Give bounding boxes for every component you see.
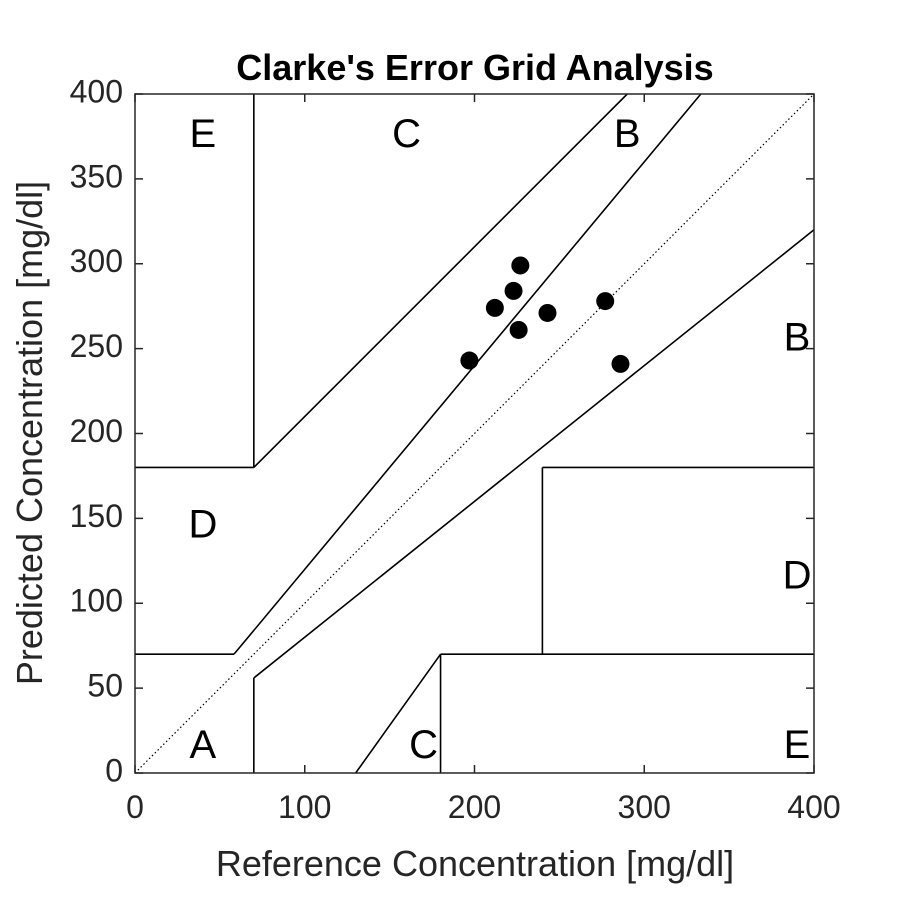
zone-label-e: E: [190, 112, 217, 156]
y-tick-label: 250: [70, 328, 123, 364]
data-point: [509, 320, 528, 339]
y-tick-label: 50: [87, 668, 123, 704]
zone-label-c: C: [409, 723, 438, 767]
zone-label-c: C: [392, 112, 421, 156]
axis-ticks: 0 100 200 300 400 0 50 100 150 200 250 300 350 400: [70, 73, 841, 825]
y-axis-label: Predicted Concentration [mg/dl]: [9, 181, 50, 685]
zone-boundary-line: [355, 653, 442, 774]
x-axis-label: Reference Concentration [mg/dl]: [216, 843, 734, 884]
zone-label-b: B: [784, 316, 811, 360]
zone-boundary-line: [253, 93, 628, 469]
data-point: [538, 303, 557, 322]
identity-diagonal-line: [134, 93, 815, 774]
data-point: [485, 298, 504, 317]
y-tick-label: 400: [70, 73, 123, 109]
y-tick-label: 200: [70, 413, 123, 449]
chart-title: Clarke's Error Grid Analysis: [236, 47, 713, 88]
zone-label-b: B: [614, 112, 641, 156]
x-tick-label: 400: [787, 789, 840, 825]
data-point: [460, 351, 479, 370]
x-tick-label: 200: [448, 789, 501, 825]
zone-boundary-line: [233, 629, 255, 655]
zone-boundaries: [134, 93, 815, 774]
data-points: [460, 256, 630, 373]
zone-label-e: E: [784, 723, 811, 767]
y-tick-label: 150: [70, 498, 123, 534]
zone-label-d: D: [188, 502, 217, 546]
x-tick-label: 300: [618, 789, 671, 825]
zone-boundary-line: [253, 229, 815, 679]
data-point: [504, 281, 523, 300]
x-tick-label: 0: [126, 789, 144, 825]
zone-label-d: D: [783, 553, 812, 597]
data-point: [596, 292, 615, 311]
data-point: [511, 256, 530, 275]
zone-labels: A C E D D B E C B: [188, 112, 811, 767]
data-point: [611, 354, 630, 373]
y-tick-label: 350: [70, 158, 123, 194]
y-tick-label: 100: [70, 583, 123, 619]
y-tick-label: 0: [105, 752, 123, 788]
y-tick-label: 300: [70, 243, 123, 279]
zone-label-a: A: [190, 723, 217, 767]
x-tick-label: 100: [278, 789, 331, 825]
